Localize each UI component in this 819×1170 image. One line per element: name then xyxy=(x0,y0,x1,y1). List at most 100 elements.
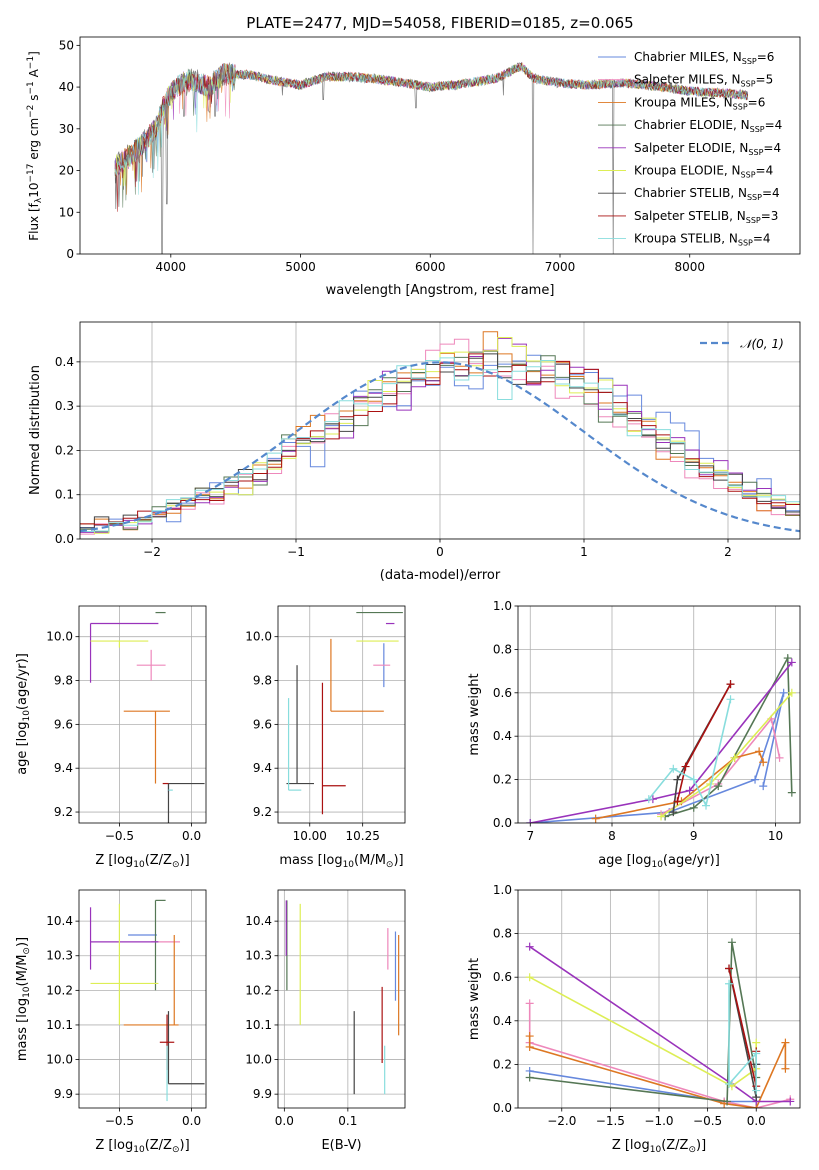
mass_vs_Z-axes: −0.5 0.0 9.9 10.0 10.1 10.2 10.3 10.4 xyxy=(46,889,207,1128)
x-tick-label: −1.5 xyxy=(596,1114,625,1128)
data-marker xyxy=(787,658,796,667)
legend-label: Salpeter ELODIE, NSSP=4 xyxy=(634,141,781,157)
x-tick-label: −1 xyxy=(287,545,305,559)
series-salpeter-stelib xyxy=(673,680,735,806)
data-marker xyxy=(775,753,784,762)
y-tick-label: 9.4 xyxy=(54,761,73,775)
data-marker xyxy=(714,782,723,791)
data-marker xyxy=(525,1032,534,1041)
y-tick-label: 10 xyxy=(59,205,74,219)
x-tick-label: 0.0 xyxy=(747,1114,766,1128)
spectrum-legend: Chabrier MILES, NSSP=6 Salpeter MILES, NS… xyxy=(598,50,782,248)
legend-label: Kroupa MILES, NSSP=6 xyxy=(634,95,765,111)
data-marker xyxy=(689,803,698,812)
axes-frame xyxy=(79,321,801,540)
y-tick-label: 9.6 xyxy=(54,717,73,731)
x-tick-label: 0 xyxy=(436,545,444,559)
data-marker xyxy=(725,964,734,973)
y-tick-label: 0.2 xyxy=(493,773,512,787)
data-marker xyxy=(759,758,768,767)
x-tick-label: −1.0 xyxy=(644,1114,673,1128)
spectrum-axes: 4000 5000 6000 7000 8000 0 10 20 30 40 50 xyxy=(59,36,801,274)
x-tick-label: −2 xyxy=(143,545,161,559)
y-tick-label: 30 xyxy=(59,122,74,136)
spectrum-plot-area xyxy=(114,61,749,254)
y-tick-label: 9.2 xyxy=(54,805,73,819)
age_vs_mass-plot-area xyxy=(278,606,405,823)
errorbar-chabrier-elodie xyxy=(154,899,166,991)
x-tick-label: −0.5 xyxy=(105,1114,134,1128)
errorbar-kroupa-miles xyxy=(123,934,179,1026)
data-marker xyxy=(525,999,534,1008)
data-marker xyxy=(525,1073,534,1082)
y-tick-label: 0.4 xyxy=(55,355,74,369)
y-tick-label: 10.4 xyxy=(245,914,272,928)
data-marker xyxy=(787,788,796,797)
y-tick-label: 10.0 xyxy=(245,1053,272,1067)
data-marker xyxy=(669,764,678,773)
x-tick-label: 7 xyxy=(526,829,534,843)
massweight_vs_Z-axes: −2.0 −1.5 −1.0 −0.5 0.0 0.0 0.2 0.4 0.6 0.8 1.0 xyxy=(493,883,801,1128)
y-tick-label: 10.2 xyxy=(245,983,272,997)
y-tick-label: 1.0 xyxy=(493,599,512,613)
y-tick-label: 9.8 xyxy=(253,674,272,688)
series-line xyxy=(728,983,758,1091)
data-marker xyxy=(727,938,736,947)
y-tick-label: 10.3 xyxy=(46,949,73,963)
legend-label: Chabrier STELIB, NSSP=4 xyxy=(634,186,780,202)
y-tick-label: 10.0 xyxy=(46,630,73,644)
y-tick-label: 0.6 xyxy=(493,970,512,984)
mass_vs_ebv-xlabel: E(B-V) xyxy=(321,1138,361,1153)
y-tick-label: 10.2 xyxy=(46,983,73,997)
x-tick-label: 2 xyxy=(724,545,732,559)
series-line xyxy=(530,692,785,823)
x-tick-label: −0.5 xyxy=(693,1114,722,1128)
massweight_vs_age-axes: 7 8 9 10 0.0 0.2 0.4 0.6 0.8 1.0 xyxy=(493,599,801,843)
y-tick-label: 10.0 xyxy=(245,630,272,644)
legend-label: 𝒩(0, 1) xyxy=(740,337,784,351)
data-marker xyxy=(689,775,698,784)
data-marker xyxy=(526,819,535,823)
age_vs_Z-plot-area xyxy=(79,606,206,823)
series-kroupa-elodie xyxy=(525,973,761,1091)
legend-label: Chabrier ELODIE, NSSP=4 xyxy=(634,118,782,134)
y-tick-label: 0.4 xyxy=(493,1014,512,1028)
y-tick-label: 9.9 xyxy=(253,1087,272,1101)
data-marker xyxy=(725,1080,734,1089)
x-tick-label: 0.0 xyxy=(275,1114,294,1128)
series-kroupa-stelib xyxy=(644,695,735,810)
errorbar-salpeter-stelib xyxy=(321,682,346,815)
series-kroupa-elodie xyxy=(657,688,796,821)
mass_vs_Z-xlabel: Z [log10(Z/Z⊙)] xyxy=(95,1138,189,1155)
data-marker xyxy=(786,1097,795,1106)
massweight_vs_Z-ylabel: mass weight xyxy=(467,958,482,1040)
data-marker xyxy=(759,782,768,791)
spectrum-title: PLATE=2477, MJD=54058, FIBERID=0185, z=0… xyxy=(246,14,633,32)
y-tick-label: 10.1 xyxy=(46,1018,73,1032)
y-tick-label: 10.0 xyxy=(46,1053,73,1067)
data-marker xyxy=(669,808,678,817)
axes-frame xyxy=(277,889,406,1109)
legend-label: Kroupa STELIB, NSSP=4 xyxy=(634,232,771,248)
data-marker xyxy=(725,979,734,988)
y-tick-label: 0 xyxy=(66,247,74,261)
series-kroupa-stelib xyxy=(725,979,761,1095)
x-tick-label: 8 xyxy=(608,829,616,843)
series-line xyxy=(660,692,793,818)
histogram-kroupa-stelib xyxy=(80,357,800,532)
data-marker xyxy=(673,775,682,784)
y-tick-label: 0.0 xyxy=(55,532,74,546)
data-marker xyxy=(752,1086,761,1095)
errorbar-kroupa-miles xyxy=(330,638,384,712)
x-tick-label: 0.0 xyxy=(182,829,201,843)
series-chabrier-elodie xyxy=(661,654,796,821)
data-marker xyxy=(657,812,666,821)
massweight_vs_Z-plot-area xyxy=(518,890,800,1108)
series-kroupa-miles xyxy=(525,1032,790,1108)
series-chabrier-miles xyxy=(526,688,788,823)
age_vs_Z-ylabel: age [log10(age/yr)] xyxy=(15,653,32,775)
errorbar-chabrier-stelib xyxy=(167,1011,205,1085)
y-tick-label: 1.0 xyxy=(493,883,512,897)
data-marker xyxy=(681,762,690,771)
data-marker xyxy=(781,1064,790,1073)
